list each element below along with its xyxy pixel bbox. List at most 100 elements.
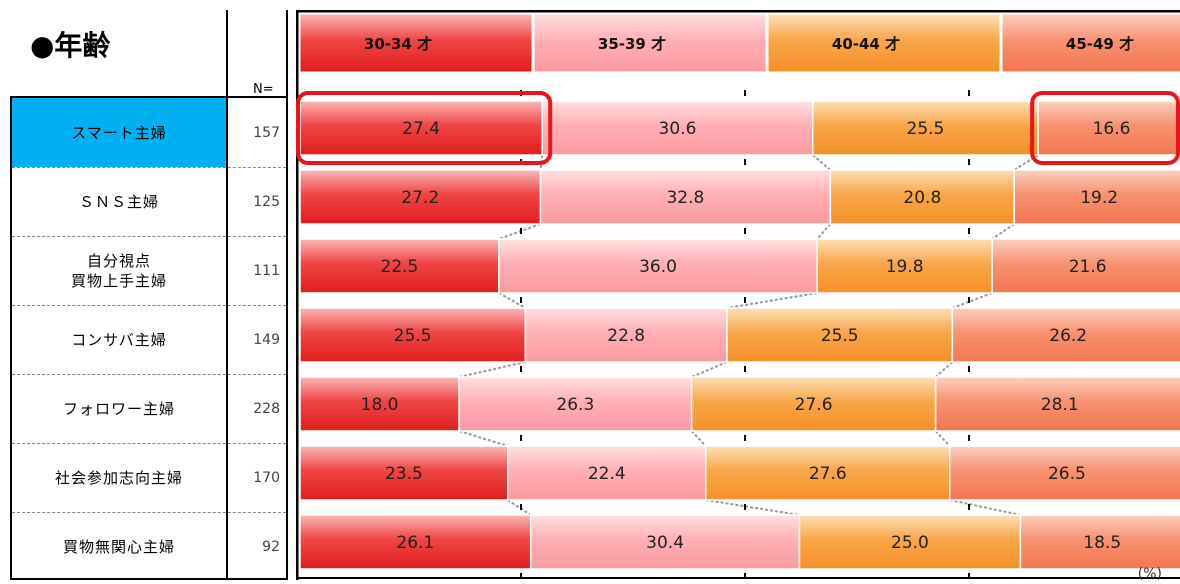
data-label: 23.5: [385, 464, 423, 484]
connector-line: [691, 361, 728, 378]
row-label: 社会参加志向主婦: [54, 469, 183, 487]
row-label: 自分視点 買物上手主婦: [70, 252, 167, 290]
bar-segment: [705, 445, 951, 501]
data-label: 19.2: [1080, 188, 1118, 208]
data-label: 26.3: [556, 395, 594, 415]
connector-line: [812, 154, 832, 171]
connector-line: [498, 223, 541, 240]
bar-segment: [299, 169, 542, 225]
data-label: 21.6: [1069, 257, 1107, 277]
row-n: 125: [253, 194, 280, 210]
bar-segment: [299, 376, 460, 432]
table-row: ＳＮＳ主婦 125: [12, 167, 286, 236]
table-row: コンサバ主婦 149: [12, 305, 286, 374]
bar-segment: [299, 445, 509, 501]
data-label: 27.4: [402, 119, 440, 139]
data-label: 26.1: [396, 533, 434, 553]
row-labels-table: スマート主婦 157 ＳＮＳ主婦 125 自分視点 買物上手主婦 111 コンサ…: [10, 96, 288, 580]
legend-cell: [299, 13, 533, 73]
row-label: ＳＮＳ主婦: [78, 193, 159, 211]
connector-line: [507, 499, 532, 516]
data-label: 18.5: [1083, 533, 1121, 553]
data-label: 28.1: [1041, 395, 1079, 415]
connector-line: [952, 292, 993, 309]
row-label: スマート主婦: [12, 98, 226, 167]
data-label: 22.5: [381, 257, 419, 277]
row-n: 157: [253, 124, 280, 141]
highlight-box: [296, 91, 553, 165]
data-label: 36.0: [639, 257, 677, 277]
data-label: 30.6: [659, 119, 697, 139]
bar-segment: [299, 514, 532, 570]
unit-label: (%): [1137, 566, 1162, 582]
bar-segment: [299, 307, 527, 363]
connector-line: [458, 361, 526, 378]
data-label: 27.2: [401, 188, 439, 208]
data-label: 25.5: [907, 119, 945, 139]
row-n: 149: [253, 332, 280, 348]
data-label: 30.4: [646, 533, 684, 553]
data-label: 25.5: [821, 326, 859, 346]
row-n: 170: [253, 470, 280, 486]
chart-title: ●年齢: [30, 29, 111, 62]
row-label: 買物無関心主婦: [62, 538, 175, 556]
bar-segment: [951, 307, 1180, 363]
stacked-bar-chart: 30-34 才 35-39 才 40-44 才 45-49 才 27.4 30.6 25.5…: [296, 10, 1180, 580]
bar-segment: [299, 100, 543, 156]
data-label: 19.8: [886, 257, 924, 277]
bar-segment: [458, 376, 693, 432]
data-label: 26.2: [1049, 326, 1087, 346]
legend-cell: [1001, 13, 1180, 73]
table-row: スマート主婦 157: [12, 98, 286, 167]
data-label: 22.8: [607, 326, 645, 346]
table-row: フォロワー主婦 228: [12, 374, 286, 443]
data-label: 27.6: [795, 395, 833, 415]
legend-label: 35-39 才: [598, 35, 666, 53]
bar-segment: [506, 445, 707, 501]
connector-line: [705, 499, 800, 516]
legend-label: 30-34 才: [364, 35, 432, 53]
bar-segment: [1019, 514, 1180, 570]
legend-cell: [533, 13, 767, 73]
connector-line: [934, 430, 951, 447]
table-row: 自分視点 買物上手主婦 111: [12, 236, 286, 305]
connector-line: [934, 361, 954, 378]
data-label: 26.5: [1048, 464, 1086, 484]
bar-segment: [524, 307, 728, 363]
highlight-box: [1030, 91, 1180, 165]
bar-segment: [498, 238, 818, 294]
data-label: 18.0: [361, 395, 399, 415]
connector-line: [816, 223, 832, 240]
connector-line: [458, 430, 509, 447]
data-label: 25.0: [891, 533, 929, 553]
data-label: 32.8: [666, 188, 704, 208]
bar-segment: [991, 238, 1180, 294]
bar-segment: [934, 376, 1180, 432]
n-header: N=: [253, 82, 274, 97]
bar-segment: [726, 307, 954, 363]
bar-segment: [1013, 169, 1180, 225]
row-label: コンサバ主婦: [71, 331, 167, 349]
legend-label: 40-44 才: [832, 35, 900, 53]
row-n: 111: [253, 263, 280, 279]
bar-segment: [829, 169, 1016, 225]
connector-line: [726, 292, 818, 309]
connector-line: [991, 223, 1015, 240]
legend-cell: [767, 13, 1001, 73]
data-label: 27.6: [809, 464, 847, 484]
connector-line: [498, 292, 526, 309]
data-label: 22.4: [588, 464, 626, 484]
data-label: 16.6: [1093, 119, 1131, 139]
bar-segment: [798, 514, 1022, 570]
row-n: 92: [262, 539, 280, 555]
row-n: 228: [253, 401, 280, 417]
connector-line: [949, 499, 1021, 516]
bar-segment: [1037, 100, 1180, 156]
data-label: 25.5: [394, 326, 432, 346]
bar-segment: [948, 445, 1180, 501]
row-label: フォロワー主婦: [62, 400, 175, 418]
legend-label: 45-49 才: [1066, 35, 1134, 53]
table-row: 買物無関心主婦 92: [12, 512, 286, 581]
connector-line: [690, 430, 707, 447]
table-row: 社会参加志向主婦 170: [12, 443, 286, 512]
